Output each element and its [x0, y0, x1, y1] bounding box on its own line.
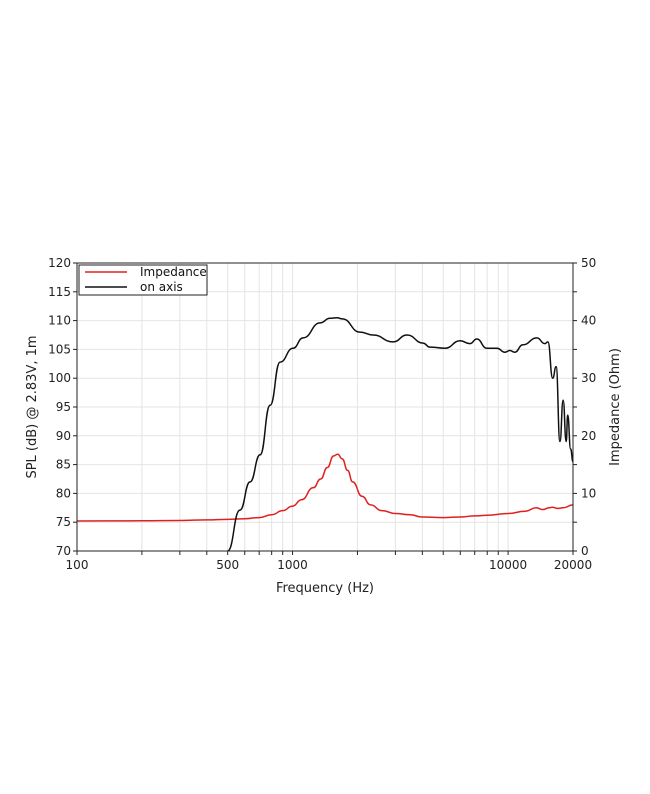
- y-tick-label: 115: [48, 285, 71, 299]
- y2-tick-label: 20: [581, 429, 596, 443]
- x-tick-label: 1000: [277, 558, 308, 572]
- y-tick-label: 105: [48, 342, 71, 356]
- y2-tick-label: 30: [581, 371, 596, 385]
- series-line-on-axis: [226, 316, 573, 551]
- y2-tick-label: 40: [581, 314, 596, 328]
- legend-label-on-axis: on axis: [140, 280, 183, 294]
- y-tick-label: 85: [56, 458, 71, 472]
- y-tick-label: 70: [56, 544, 71, 558]
- legend: Impedance on axis: [78, 264, 208, 296]
- legend-box: [78, 264, 208, 296]
- y2-axis-label: Impedance (Ohm): [608, 348, 623, 466]
- x-tick-label: 100: [66, 558, 89, 572]
- ticks: 70 75 80 85 90 95 100 105 110 115 120 0 10 20 30 40 50 10…: [48, 256, 596, 572]
- y-tick-label: 120: [48, 256, 71, 270]
- y2-tick-label: 0: [581, 544, 589, 558]
- y-tick-label: 80: [56, 486, 71, 500]
- y2-tick-label: 10: [581, 486, 596, 500]
- x-tick-label: 500: [216, 558, 239, 572]
- grid: [76, 262, 574, 552]
- series-line-impedance: [77, 453, 573, 522]
- x-tick-label: 10000: [489, 558, 527, 572]
- y-tick-label: 95: [56, 400, 71, 414]
- y-axis-label: SPL (dB) @ 2.83V, 1m: [25, 335, 40, 478]
- y2-tick-label: 50: [581, 256, 596, 270]
- y-tick-label: 90: [56, 429, 71, 443]
- legend-label-impedance: Impedance: [140, 265, 207, 279]
- y-tick-label: 100: [48, 371, 71, 385]
- x-axis-label: Frequency (Hz): [276, 581, 374, 596]
- x-tick-label: 20000: [554, 558, 592, 572]
- series-lines: [77, 316, 573, 551]
- y-tick-label: 110: [48, 314, 71, 328]
- y-tick-label: 75: [56, 515, 71, 529]
